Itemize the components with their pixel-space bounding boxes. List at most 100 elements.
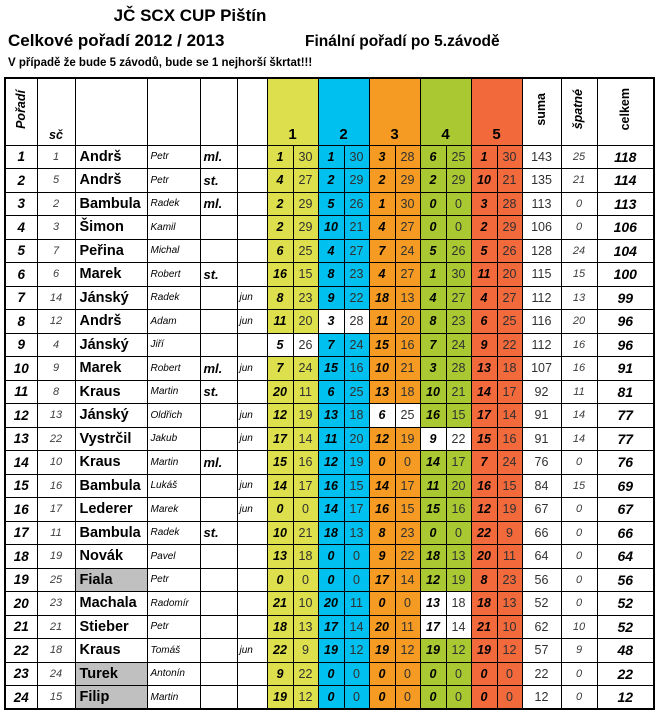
junior-cell xyxy=(236,520,268,545)
race-1-column-header: 1 xyxy=(266,77,319,146)
table-row: 12 13 Jánský Oldřich jun 12 19 13 18 6 25 16 15 17 14 9… xyxy=(4,403,655,428)
start-number-cell: 1 xyxy=(36,144,76,169)
race-3-label: 3 xyxy=(390,125,399,143)
rank-cell: 2 xyxy=(4,168,38,193)
firstname-cell: Petr xyxy=(146,614,201,639)
race-4-points-cell: 0 xyxy=(445,215,472,240)
spatne-cell: 0 xyxy=(560,685,598,710)
firstname-cell: Radomír xyxy=(146,591,201,616)
firstname-cell: Tomáš xyxy=(146,638,201,663)
suma-cell: 128 xyxy=(521,238,562,263)
race-5-points-cell: 11 xyxy=(496,544,523,569)
category-cell xyxy=(199,544,238,569)
race-5-pos-cell: 7 xyxy=(470,450,498,475)
race-5-points-cell: 21 xyxy=(496,168,523,193)
junior-cell xyxy=(236,168,268,193)
start-number-column-header: sč xyxy=(36,77,76,146)
race-4-pos-cell: 8 xyxy=(419,309,447,334)
race-2-pos-cell: 0 xyxy=(317,661,345,686)
race-2-pos-cell: 11 xyxy=(317,426,345,451)
junior-cell: jun xyxy=(236,638,268,663)
race-4-pos-cell: 11 xyxy=(419,473,447,498)
race-1-points-cell: 29 xyxy=(292,215,319,240)
suma-cell: 57 xyxy=(521,638,562,663)
rank-cell: 17 xyxy=(4,520,38,545)
race-2-pos-cell: 6 xyxy=(317,379,345,404)
race-5-pos-cell: 11 xyxy=(470,262,498,287)
race-1-points-cell: 26 xyxy=(292,332,319,357)
firstname-cell: Jiří xyxy=(146,332,201,357)
race-3-points-cell: 25 xyxy=(394,403,421,428)
race-5-pos-cell: 9 xyxy=(470,332,498,357)
race-4-points-cell: 18 xyxy=(445,591,472,616)
race-3-pos-cell: 4 xyxy=(368,262,396,287)
table-row: 14 10 Kraus Martin ml. 15 16 12 19 0 0 14 17 7 24 76 0 76 xyxy=(4,450,655,475)
surname-cell: Marek xyxy=(74,262,148,287)
race-2-pos-cell: 0 xyxy=(317,685,345,710)
race-1-points-cell: 25 xyxy=(292,238,319,263)
junior-cell: jun xyxy=(236,285,268,310)
race-5-points-cell: 29 xyxy=(496,215,523,240)
race-3-pos-cell: 2 xyxy=(368,168,396,193)
celkem-cell: 96 xyxy=(596,309,655,334)
race-4-points-cell: 19 xyxy=(445,567,472,592)
celkem-cell: 56 xyxy=(596,567,655,592)
race-5-points-cell: 14 xyxy=(496,403,523,428)
category-cell xyxy=(199,403,238,428)
race-5-points-cell: 15 xyxy=(496,473,523,498)
race-2-pos-cell: 15 xyxy=(317,356,345,381)
category-cell xyxy=(199,614,238,639)
race-2-label: 2 xyxy=(339,125,348,143)
race-5-points-cell: 18 xyxy=(496,356,523,381)
table-row: 24 15 Filip Martin 19 12 0 0 0 0 0 0 0 0 12 0 12 xyxy=(4,685,655,710)
suma-cell: 84 xyxy=(521,473,562,498)
race-3-pos-cell: 13 xyxy=(368,379,396,404)
race-1-pos-cell: 6 xyxy=(266,238,294,263)
suma-cell: 67 xyxy=(521,497,562,522)
race-4-pos-cell: 1 xyxy=(419,262,447,287)
race-2-points-cell: 21 xyxy=(343,215,370,240)
start-number-cell: 6 xyxy=(36,262,76,287)
race-3-pos-cell: 14 xyxy=(368,473,396,498)
table-row: 16 17 Lederer Marek jun 0 0 14 17 16 15 15 16 12 19 67 0… xyxy=(4,497,655,522)
race-1-pos-cell: 22 xyxy=(266,638,294,663)
race-2-points-cell: 19 xyxy=(343,450,370,475)
race-4-points-cell: 29 xyxy=(445,168,472,193)
race-1-points-cell: 0 xyxy=(292,567,319,592)
race-3-points-cell: 21 xyxy=(394,356,421,381)
category-cell xyxy=(199,332,238,357)
spatne-cell: 0 xyxy=(560,191,598,216)
race-2-points-cell: 18 xyxy=(343,403,370,428)
race-5-pos-cell: 20 xyxy=(470,544,498,569)
table-row: 4 3 Šimon Kamil 2 29 10 21 4 27 0 0 2 29 106 0 106 xyxy=(4,215,655,240)
race-3-pos-cell: 10 xyxy=(368,356,396,381)
surname-cell: Jánský xyxy=(74,403,148,428)
race-3-pos-cell: 20 xyxy=(368,614,396,639)
spatne-cell: 25 xyxy=(560,144,598,169)
race-1-pos-cell: 13 xyxy=(266,544,294,569)
race-2-pos-cell: 10 xyxy=(317,215,345,240)
table-row: 3 2 Bambula Radek ml. 2 29 5 26 1 30 0 0 3 28 113 0 113 xyxy=(4,191,655,216)
race-4-points-cell: 13 xyxy=(445,544,472,569)
race-1-pos-cell: 11 xyxy=(266,309,294,334)
race-3-pos-cell: 6 xyxy=(368,403,396,428)
celkem-cell: 52 xyxy=(596,591,655,616)
junior-cell xyxy=(236,614,268,639)
race-3-pos-cell: 1 xyxy=(368,191,396,216)
rank-cell: 11 xyxy=(4,379,38,404)
rank-cell: 4 xyxy=(4,215,38,240)
race-4-pos-cell: 18 xyxy=(419,544,447,569)
category-cell: ml. xyxy=(199,191,238,216)
start-number-cell: 15 xyxy=(36,685,76,710)
junior-cell xyxy=(236,144,268,169)
race-5-points-cell: 9 xyxy=(496,520,523,545)
spatne-cell: 0 xyxy=(560,661,598,686)
race-3-points-cell: 19 xyxy=(394,426,421,451)
race-1-points-cell: 18 xyxy=(292,544,319,569)
category-cell xyxy=(199,285,238,310)
junior-cell xyxy=(236,661,268,686)
race-2-points-cell: 13 xyxy=(343,520,370,545)
suma-cell: 115 xyxy=(521,262,562,287)
race-5-points-cell: 27 xyxy=(496,285,523,310)
junior-cell xyxy=(236,591,268,616)
